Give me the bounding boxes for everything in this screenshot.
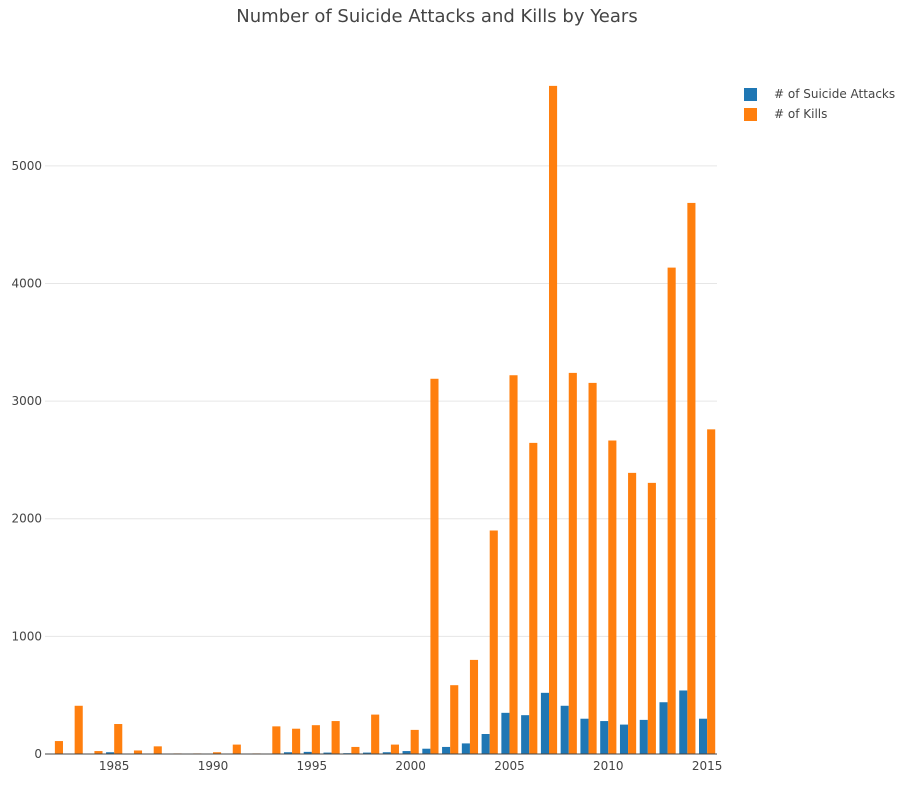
bar-kills-1984[interactable] — [94, 751, 103, 754]
bar-suicide-attacks-2014[interactable] — [679, 690, 688, 754]
bar-kills-2014[interactable] — [687, 202, 696, 755]
x-tick-label: 1985 — [99, 759, 130, 773]
legend: # of Suicide Attacks # of Kills — [744, 84, 895, 124]
y-tick-label: 2000 — [11, 512, 42, 526]
y-tick-label: 1000 — [11, 629, 42, 643]
bar-suicide-attacks-1985[interactable] — [106, 752, 115, 754]
bar-suicide-attacks-1994[interactable] — [283, 752, 293, 754]
legend-swatch-suicide-attacks — [744, 87, 757, 101]
bar-kills-2006[interactable] — [529, 442, 538, 754]
bar-suicide-attacks-2007[interactable] — [540, 692, 549, 754]
bar-kills-2001[interactable] — [430, 378, 439, 754]
bar-kills-1990[interactable] — [213, 752, 222, 754]
legend-item-kills[interactable]: # of Kills — [744, 104, 895, 124]
y-tick-label: 4000 — [11, 276, 42, 290]
bar-suicide-attacks-2005[interactable] — [501, 712, 510, 754]
bar-kills-2007[interactable] — [549, 85, 558, 754]
bar-suicide-attacks-1995[interactable] — [303, 751, 312, 754]
bar-kills-1991[interactable] — [232, 744, 241, 754]
bar-kills-2003[interactable] — [469, 659, 479, 754]
bar-kills-2011[interactable] — [628, 472, 637, 754]
chart-title: Number of Suicide Attacks and Kills by Y… — [236, 6, 638, 27]
bar-kills-1986[interactable] — [133, 750, 143, 754]
legend-item-suicide-attacks[interactable]: # of Suicide Attacks — [744, 84, 895, 104]
bar-kills-1995[interactable] — [311, 725, 320, 754]
y-tick-label: 3000 — [11, 394, 42, 408]
bar-kills-1993[interactable] — [272, 726, 281, 754]
legend-swatch-kills — [744, 107, 757, 121]
bar-suicide-attacks-2004[interactable] — [481, 734, 490, 754]
bar-kills-1998[interactable] — [371, 714, 380, 754]
legend-label-kills: # of Kills — [774, 107, 828, 121]
bar-suicide-attacks-2015[interactable] — [699, 718, 708, 754]
bar-kills-2000[interactable] — [410, 729, 419, 754]
bar-kills-1997[interactable] — [351, 746, 360, 754]
bar-kills-2008[interactable] — [568, 372, 577, 754]
bar-suicide-attacks-2000[interactable] — [402, 751, 411, 754]
bar-kills-2009[interactable] — [588, 382, 597, 754]
bar-suicide-attacks-2002[interactable] — [442, 746, 451, 754]
x-tick-label: 2010 — [593, 759, 624, 773]
bar-kills-1983[interactable] — [74, 705, 83, 754]
x-tick-label: 2000 — [395, 759, 426, 773]
x-tick-label: 1995 — [297, 759, 328, 773]
bar-kills-1982[interactable] — [54, 741, 63, 754]
bar-suicide-attacks-1996[interactable] — [323, 752, 332, 754]
bar-kills-1987[interactable] — [153, 746, 162, 754]
bar-kills-1994[interactable] — [292, 728, 301, 754]
bar-kills-2002[interactable] — [450, 685, 459, 754]
bar-kills-2005[interactable] — [509, 375, 518, 754]
axes: 0 1000 2000 3000 4000 5000 1985 1990 1995 2000 200… — [11, 159, 722, 773]
bar-suicide-attacks-2011[interactable] — [619, 724, 629, 754]
y-tick-label: 0 — [34, 747, 42, 761]
bar-suicide-attacks-2010[interactable] — [600, 721, 609, 754]
bar-suicide-attacks-1999[interactable] — [382, 752, 391, 754]
x-tick-label: 2015 — [692, 759, 723, 773]
bar-suicide-attacks-2003[interactable] — [461, 743, 470, 754]
bars — [46, 85, 716, 755]
legend-label-suicide-attacks: # of Suicide Attacks — [774, 87, 896, 101]
x-tick-label: 1990 — [198, 759, 229, 773]
bar-suicide-attacks-2012[interactable] — [639, 719, 648, 754]
y-tick-label: 5000 — [11, 159, 42, 173]
bar-suicide-attacks-2006[interactable] — [521, 715, 530, 754]
bar-kills-1999[interactable] — [390, 744, 399, 754]
bar-suicide-attacks-2008[interactable] — [560, 705, 569, 754]
x-tick-label: 2005 — [494, 759, 525, 773]
bar-suicide-attacks-1998[interactable] — [363, 752, 372, 754]
bar-kills-2012[interactable] — [647, 482, 656, 754]
bar-kills-2013[interactable] — [667, 267, 676, 754]
bar-kills-2015[interactable] — [707, 429, 716, 754]
bar-kills-1996[interactable] — [331, 721, 340, 754]
bar-suicide-attacks-2001[interactable] — [422, 748, 431, 754]
bar-suicide-attacks-2013[interactable] — [659, 702, 668, 754]
bar-kills-1985[interactable] — [114, 724, 123, 754]
bar-kills-2010[interactable] — [608, 440, 617, 754]
bar-suicide-attacks-2009[interactable] — [580, 718, 589, 754]
bar-kills-2004[interactable] — [489, 530, 498, 754]
grid-lines — [45, 165, 717, 637]
